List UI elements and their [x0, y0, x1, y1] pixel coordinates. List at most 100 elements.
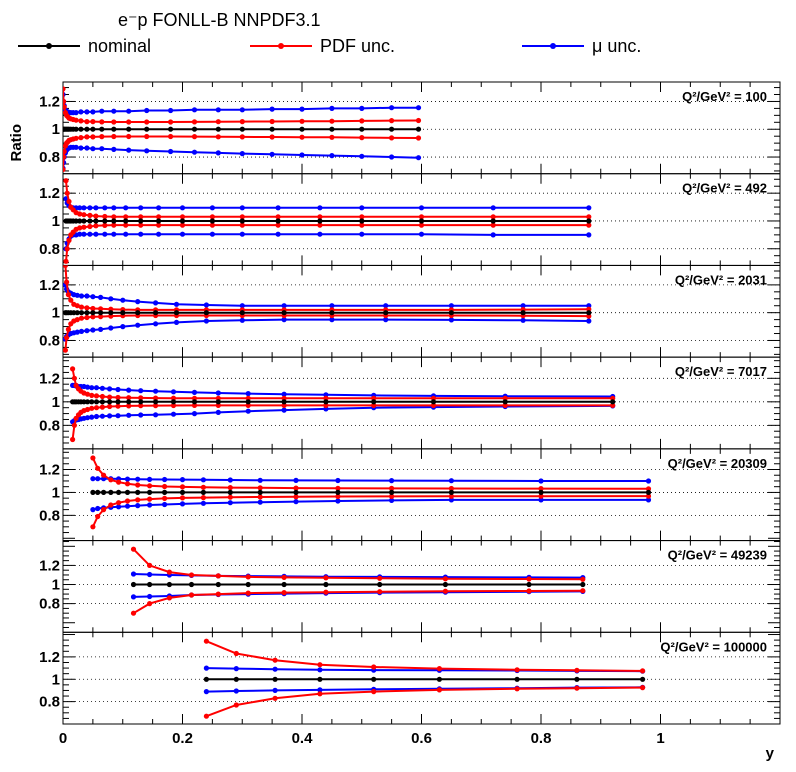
data-point-mu: [173, 301, 180, 307]
data-point-nominal: [84, 310, 90, 316]
data-point-mu: [448, 497, 454, 503]
data-point-pdf: [66, 237, 72, 243]
data-point-nominal: [415, 126, 422, 132]
data-point-pdf: [166, 569, 172, 575]
data-point-mu: [272, 687, 278, 694]
data-point-mu: [126, 412, 132, 418]
data-point-mu: [239, 151, 245, 157]
data-point-pdf: [123, 222, 129, 228]
data-point-pdf: [111, 222, 117, 228]
data-point-mu: [317, 205, 323, 211]
y-tick-label: 1.2: [39, 649, 60, 666]
data-point-pdf: [63, 148, 67, 155]
data-point-pdf: [99, 393, 105, 400]
legend-label: nominal: [88, 36, 151, 56]
y-tick-label: 1.2: [39, 461, 60, 478]
data-point-pdf: [65, 326, 71, 332]
data-point-mu: [168, 107, 174, 114]
data-point-pdf: [93, 223, 99, 229]
y-tick-label: 1: [52, 671, 60, 688]
data-point-nominal: [130, 581, 137, 588]
data-point-mu: [135, 503, 141, 509]
data-point-pdf: [138, 222, 144, 228]
data-point-nominal: [293, 489, 299, 495]
data-point-pdf: [87, 212, 93, 218]
data-point-mu: [153, 412, 159, 418]
data-point-nominal: [123, 218, 129, 224]
data-point-mu: [156, 231, 162, 237]
data-point-pdf: [239, 119, 245, 125]
data-point-mu: [239, 317, 245, 323]
data-point-nominal: [317, 676, 323, 682]
data-point-pdf: [81, 224, 87, 230]
data-point-pdf: [102, 213, 108, 220]
data-point-pdf: [135, 497, 141, 503]
data-point-pdf: [89, 405, 95, 411]
data-point-pdf: [257, 485, 263, 491]
data-point-mu: [123, 205, 129, 211]
data-point-mu: [191, 149, 198, 155]
data-point-mu: [215, 409, 221, 415]
data-point-nominal: [442, 581, 448, 588]
data-point-pdf: [317, 691, 323, 697]
data-point-mu: [215, 150, 221, 156]
data-point-pdf: [442, 576, 448, 582]
data-point-mu: [147, 593, 153, 600]
y-tick-label: 1.2: [39, 185, 60, 202]
data-point-pdf: [116, 479, 122, 485]
legend-entry: PDF unc.: [250, 36, 395, 56]
data-point-nominal: [203, 676, 209, 682]
data-point-pdf: [275, 214, 281, 220]
data-point-nominal: [90, 310, 96, 316]
data-point-pdf: [215, 591, 221, 597]
data-point-nominal: [156, 218, 162, 224]
data-point-mu: [209, 231, 215, 237]
data-point-pdf: [95, 513, 101, 520]
data-point-pdf: [77, 225, 83, 231]
y-tick-label: 1.2: [39, 93, 60, 110]
data-point-nominal: [245, 399, 251, 405]
data-point-pdf: [130, 546, 137, 552]
data-point-nominal: [281, 399, 287, 405]
data-point-pdf: [179, 222, 186, 228]
data-point-nominal: [120, 310, 126, 316]
data-point-nominal: [269, 126, 275, 132]
data-point-mu: [520, 317, 526, 323]
data-point-mu: [359, 205, 365, 211]
y-tick-label: 0.8: [39, 694, 60, 711]
data-point-mu: [78, 328, 85, 334]
data-point-nominal: [90, 126, 96, 132]
series-line-mu: [65, 198, 589, 209]
data-point-mu: [281, 303, 287, 309]
data-point-pdf: [144, 133, 150, 140]
data-point-mu: [275, 205, 281, 211]
data-point-pdf: [389, 485, 395, 491]
data-point-mu: [138, 412, 144, 418]
data-point-pdf: [418, 214, 425, 220]
data-point-pdf: [107, 403, 113, 410]
data-point-pdf: [359, 214, 365, 220]
data-point-nominal: [526, 581, 532, 588]
data-point-pdf: [371, 664, 377, 670]
y-tick-label: 0.8: [39, 596, 60, 613]
series-line-pdf: [64, 265, 589, 311]
data-point-pdf: [209, 214, 215, 220]
data-point-mu: [74, 329, 80, 335]
legend-marker: [550, 43, 556, 49]
data-point-mu: [93, 413, 100, 420]
data-point-pdf: [64, 190, 70, 196]
data-point-pdf: [179, 214, 186, 220]
data-point-nominal: [84, 399, 91, 405]
data-point-mu: [77, 205, 83, 211]
data-point-nominal: [371, 676, 377, 682]
series-line-pdf: [132, 548, 583, 581]
data-point-pdf: [203, 638, 209, 644]
data-point-nominal: [645, 489, 652, 495]
data-point-nominal: [111, 218, 117, 224]
data-point-pdf: [281, 590, 287, 596]
data-point-pdf: [84, 314, 90, 321]
data-point-mu: [168, 148, 174, 155]
data-point-nominal: [574, 676, 580, 682]
data-point-mu: [90, 146, 96, 152]
